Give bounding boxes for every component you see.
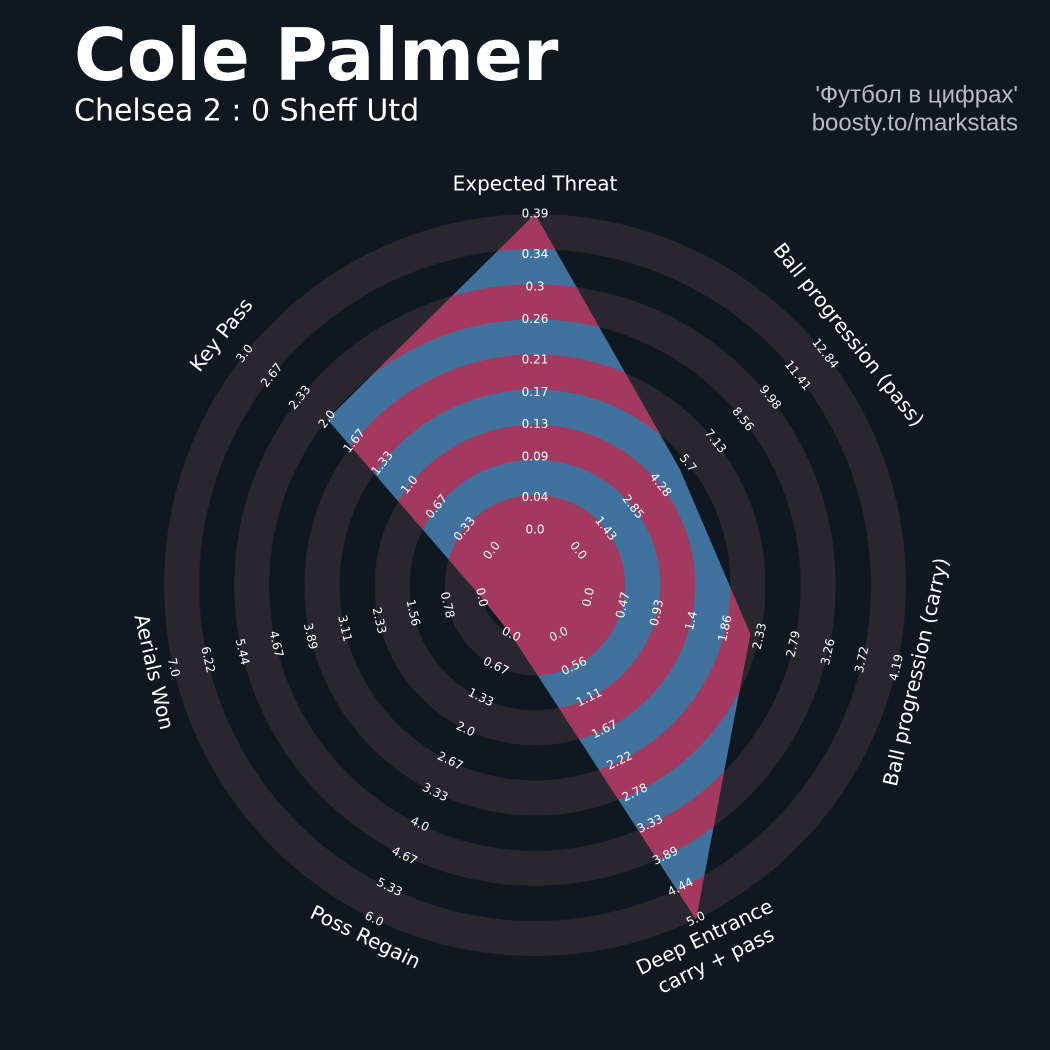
tick-label: 2.79	[783, 629, 803, 658]
tick-label: 0.39	[522, 207, 549, 221]
tick-label: 3.11	[335, 614, 355, 643]
tick-label: 7.0	[165, 657, 183, 679]
axis-label: Expected Threat	[453, 172, 618, 196]
radar-ring-highlight	[327, 214, 751, 920]
chart-title: Cole Palmer	[74, 13, 559, 97]
tick-label: 3.26	[818, 637, 838, 666]
tick-label: 0.13	[522, 417, 549, 431]
credit: boosty.to/markstats	[812, 109, 1018, 136]
tick-label: 2.33	[750, 622, 770, 651]
tick-label: 0.17	[522, 385, 549, 399]
tick-label: 0.3	[525, 279, 544, 293]
tick-label: 1.4	[682, 610, 700, 632]
tick-label: 3.72	[852, 645, 872, 674]
chart-subtitle: Chelsea 2 : 0 Sheff Utd	[74, 94, 419, 129]
credit: 'Футбол в цифрах'	[815, 81, 1018, 108]
tick-label: 3.89	[301, 622, 321, 651]
tick-label: 0.0	[525, 523, 544, 537]
tick-label: 0.26	[522, 312, 549, 326]
tick-label: 0.93	[647, 598, 667, 627]
tick-label: 0.04	[522, 490, 549, 504]
tick-label: 0.78	[438, 590, 458, 619]
tick-label: 4.19	[886, 653, 906, 682]
tick-label: 0.0	[473, 586, 491, 608]
tick-label: 1.86	[715, 614, 735, 643]
tick-label: 5.44	[233, 637, 253, 666]
tick-label: 1.56	[403, 598, 423, 627]
tick-label: 0.47	[613, 590, 633, 619]
tick-label: 0.09	[522, 450, 549, 464]
tick-label: 6.22	[198, 645, 218, 674]
tick-label: 2.33	[370, 606, 390, 635]
tick-label: 0.21	[522, 352, 549, 366]
tick-label: 0.0	[579, 586, 597, 608]
tick-label: 0.34	[522, 247, 549, 261]
tick-label: 4.67	[267, 629, 287, 658]
